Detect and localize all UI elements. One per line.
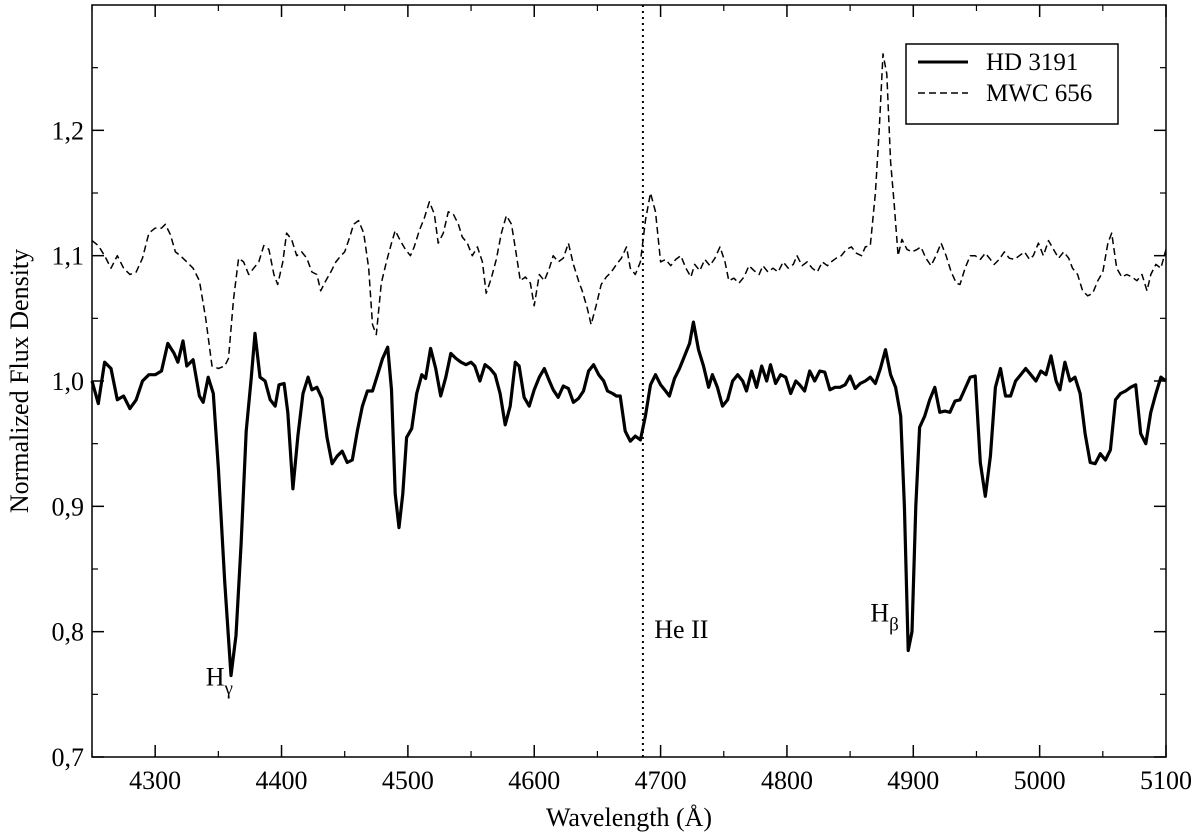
y-axis-title: Normalized Flux Density xyxy=(5,249,34,513)
series-mwc-656 xyxy=(91,53,1167,370)
y-tick-label: 1,1 xyxy=(52,242,85,271)
legend: HD 3191 MWC 656 xyxy=(905,43,1119,125)
x-tick-label: 5100 xyxy=(1140,766,1192,795)
x-axis-title: Wavelength (Å) xyxy=(546,803,712,832)
y-tick-label: 1,2 xyxy=(52,116,85,145)
annotation-hβ: Hβ xyxy=(870,599,898,636)
plot-frame xyxy=(91,4,1167,758)
x-tick-label: 4600 xyxy=(508,766,560,795)
annotations: Hγ He II Hβ xyxy=(206,599,899,700)
series-layer xyxy=(90,53,1167,678)
y-tick-label: 0,9 xyxy=(52,492,85,521)
tick-labels: 4300 4400 4500 4600 4700 4800 4900 5000 5100 0,7 0… xyxy=(52,116,1193,795)
x-tick-label: 4800 xyxy=(761,766,813,795)
x-tick-label: 4900 xyxy=(887,766,939,795)
x-tick-label: 4700 xyxy=(635,766,687,795)
x-tick-label: 5000 xyxy=(1014,766,1066,795)
x-tick-label: 4300 xyxy=(129,766,181,795)
legend-label-mwc-656: MWC 656 xyxy=(986,80,1092,107)
series-hd-3191 xyxy=(90,320,1167,678)
y-tick-label: 0,7 xyxy=(52,743,85,772)
y-tick-label: 0,8 xyxy=(52,618,85,647)
legend-box xyxy=(905,43,1119,125)
x-tick-label: 4500 xyxy=(382,766,434,795)
legend-label-hd-3191: HD 3191 xyxy=(986,49,1078,76)
annotation-hγ: Hγ xyxy=(206,663,233,700)
x-tick-label: 4400 xyxy=(256,766,308,795)
y-tick-label: 1,0 xyxy=(52,367,85,396)
annotation-he-ii: He II xyxy=(654,615,708,644)
